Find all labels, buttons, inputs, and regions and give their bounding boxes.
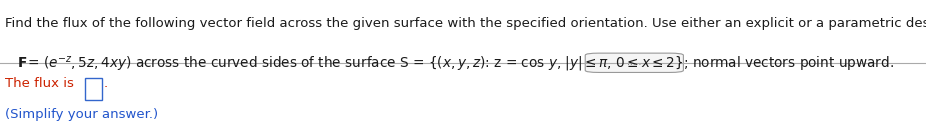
Text: Find the flux of the following vector field across the given surface with the sp: Find the flux of the following vector fi…	[5, 17, 926, 30]
Text: .....: .....	[627, 58, 642, 67]
Text: .: .	[104, 77, 107, 90]
Text: (Simplify your answer.): (Simplify your answer.)	[5, 108, 157, 121]
Text: The flux is: The flux is	[5, 77, 73, 90]
Text: $\mathbf{F}$= $\left(e^{-z},5z,4xy\right)$ across the curved sides of the surfac: $\mathbf{F}$= $\left(e^{-z},5z,4xy\right…	[5, 55, 894, 74]
